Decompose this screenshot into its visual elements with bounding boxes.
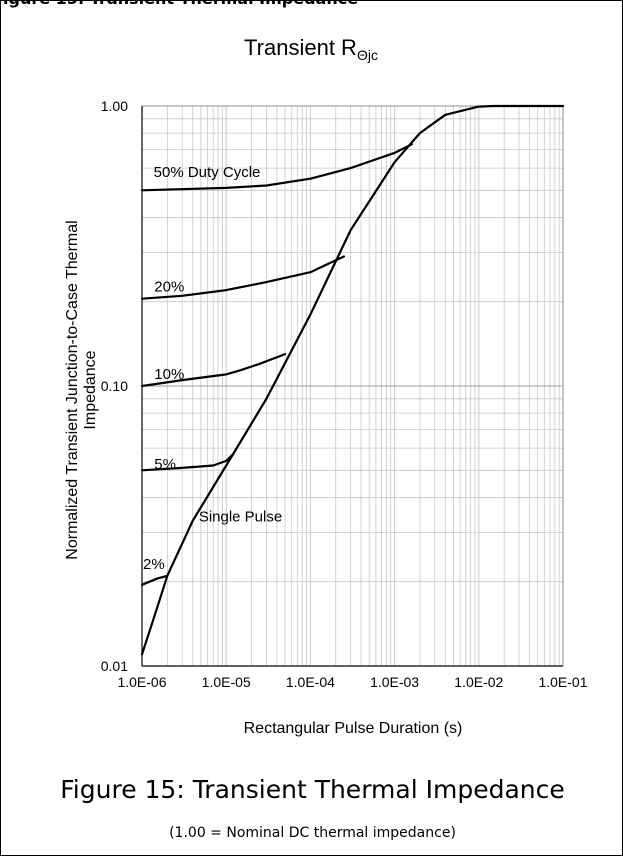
chart-title: Transient RΘjc [244,35,378,63]
series-line-50-duty-cycle [140,143,413,192]
series-labels: 50% Duty Cycle 20% 10% 5% 2% Single Pulse [143,164,282,573]
series-label: 10% [154,366,184,383]
series-label: 2% [143,556,165,573]
figure-caption: Figure 15: Transient Thermal Impedance [60,775,565,804]
data-series [140,104,565,656]
transient-thermal-impedance-chart: Transient RΘjc 50% Duty Cycle 20% 10% 5% 2% S… [64,35,588,737]
chart-title-main: Transient R [244,35,357,60]
x-tick-label: 1.0E-04 [286,674,335,690]
x-tick-label: 1.0E-06 [117,674,166,690]
series-label: 5% [154,456,176,473]
y-axis-label-line-2: Impedance [82,350,99,429]
y-axis-label: Normalized Transient Junction-to-Case Th… [64,220,99,559]
y-tick-label: 0.10 [101,378,128,394]
y-axis-label-line-1: Normalized Transient Junction-to-Case Th… [64,220,81,559]
y-tick-label: 0.01 [101,658,128,674]
x-tick-label: 1.0E-03 [370,674,419,690]
plot-grid [141,106,563,667]
x-tick-label: 1.0E-02 [454,674,503,690]
figure-footnote: (1.00 = Nominal DC thermal impedance) [169,825,456,841]
y-tick-label: 1.00 [101,98,128,114]
x-tick-label: 1.0E-01 [538,674,587,690]
chart-title-subscript: Θjc [357,47,378,63]
cut-off-figure-heading: igure 15: Transient Thermal Impedance [3,0,358,8]
series-line-10 [140,353,287,388]
x-axis-label: Rectangular Pulse Duration (s) [244,720,463,737]
series-line-single-pulse [140,104,565,656]
series-line-5 [140,453,234,472]
series-line-20 [140,255,345,300]
x-tick-label: 1.0E-05 [202,674,251,690]
tick-labels: 1.0E-06 1.0E-05 1.0E-04 1.0E-03 1.0E-02 1.0E-… [101,98,588,690]
series-line-2 [140,574,169,586]
series-label: Single Pulse [199,509,282,526]
series-label: 20% [154,278,184,295]
series-label: 50% Duty Cycle [154,164,261,181]
